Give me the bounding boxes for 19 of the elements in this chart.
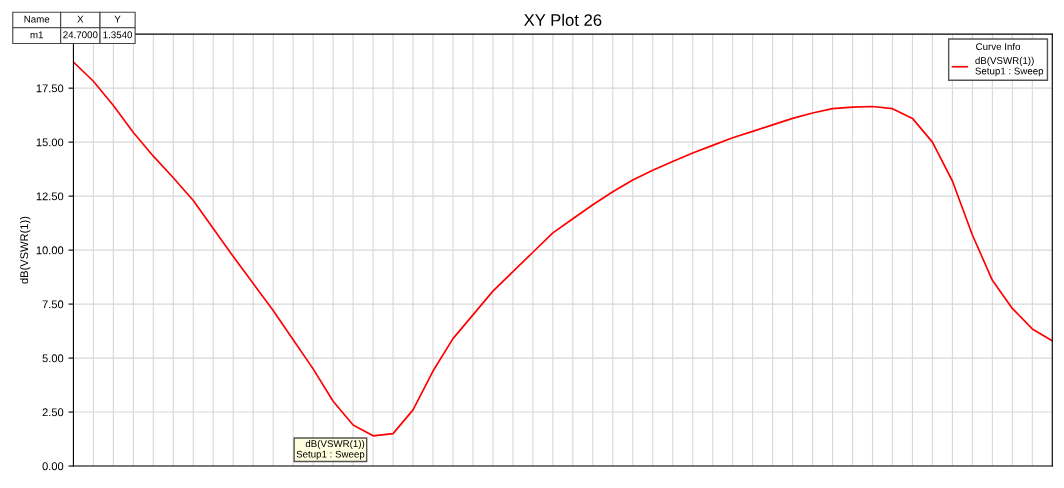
- y-tick-label: 15.00: [36, 138, 64, 147]
- text: Y: [114, 15, 121, 23]
- text: m1: [30, 31, 43, 39]
- text: Name: [24, 15, 50, 23]
- y-tick-label: 12.50: [36, 192, 64, 201]
- y-tick-label: 10.00: [36, 246, 64, 255]
- annotation: 1.3540: [103, 31, 133, 39]
- legend-label: dB(VSWR(1)) Setup1 : Sweep: [975, 56, 1044, 77]
- y-tick-label: 2.50: [42, 408, 64, 417]
- text: X: [77, 15, 84, 23]
- legend-title: Curve Info: [976, 42, 1021, 51]
- y-tick-label: 0.00: [42, 462, 64, 471]
- y-tick-label: 17.50: [36, 84, 64, 93]
- chart-title: XY Plot 26: [524, 13, 602, 26]
- y-tick-label: 5.00: [42, 354, 64, 363]
- y-tick-label: 7.50: [42, 300, 64, 309]
- annotation: dB(VSWR(1)) Setup1 : Sweep: [296, 439, 365, 460]
- annotation: 24.7000: [63, 31, 98, 39]
- y-axis-title: dB(VSWR(1)): [19, 216, 31, 284]
